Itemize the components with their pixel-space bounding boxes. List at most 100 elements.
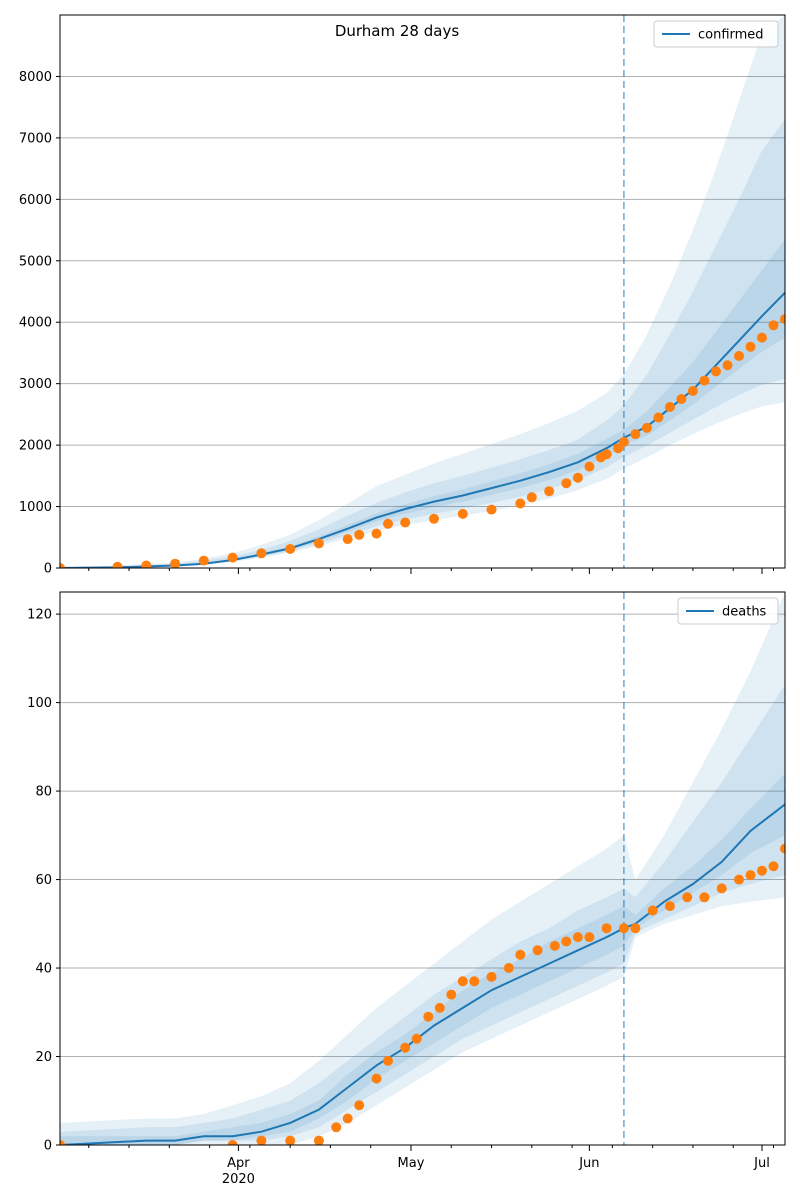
y-tick-label: 40 <box>35 962 52 977</box>
figure-title: Durham 28 days <box>335 22 459 40</box>
observed-point <box>722 360 733 371</box>
observed-point <box>285 544 296 554</box>
observed-point <box>227 552 238 563</box>
observed-point <box>653 412 664 423</box>
observed-point <box>198 555 209 566</box>
y-tick-label: 0 <box>44 1139 52 1154</box>
observed-point <box>768 861 779 872</box>
observed-point <box>601 449 612 460</box>
x-tick-label: May <box>398 1156 425 1171</box>
observed-point <box>383 518 393 529</box>
y-tick-label: 7000 <box>19 131 52 146</box>
y-tick-label: 5000 <box>19 254 52 269</box>
legend: deaths <box>677 597 779 625</box>
observed-point <box>503 963 514 973</box>
observed-point <box>434 1002 445 1013</box>
observed-point <box>457 976 468 987</box>
observed-point <box>486 504 497 515</box>
observed-point <box>515 949 526 960</box>
legend-box <box>677 597 779 625</box>
observed-point <box>780 314 785 325</box>
uncertainty-band-2 <box>60 684 785 1145</box>
observed-point <box>342 534 353 545</box>
observed-point <box>400 1042 411 1053</box>
observed-point <box>60 1140 65 1145</box>
y-tick-label: 6000 <box>19 193 52 208</box>
observed-point <box>647 905 658 916</box>
y-tick-label: 3000 <box>19 377 52 392</box>
observed-point <box>544 486 555 497</box>
observed-point <box>411 1033 422 1044</box>
observed-point <box>532 945 543 956</box>
legend: confirmed <box>653 20 779 48</box>
observed-point <box>60 563 65 568</box>
observed-point <box>711 366 721 377</box>
observed-point <box>429 513 439 524</box>
observed-point <box>256 1135 267 1145</box>
observed-point <box>641 422 652 433</box>
panel-deaths: 0 20 40 60 80 100 120 deaths <box>27 591 786 1154</box>
observed-point <box>757 332 767 343</box>
observed-point <box>549 940 560 951</box>
observed-point <box>687 386 698 396</box>
y-tick-label: 0 <box>44 562 52 577</box>
panel-confirmed: 0 1000 2000 3000 4000 5000 6000 7000 8000 confirm… <box>19 14 786 577</box>
y-tick-label: 4000 <box>19 316 52 331</box>
observed-point <box>716 883 727 894</box>
observed-point <box>664 402 675 412</box>
observed-point <box>354 1100 365 1111</box>
observed-point <box>515 498 526 509</box>
y-tick-label: 8000 <box>19 70 52 85</box>
observed-point <box>486 971 497 982</box>
observed-point <box>141 560 152 568</box>
observed-point <box>734 874 744 885</box>
x-tick-label: Apr <box>227 1156 250 1171</box>
plot-area <box>60 592 785 1145</box>
observed-point <box>227 1140 238 1145</box>
observed-point <box>526 492 537 503</box>
observed-point <box>630 429 641 440</box>
observed-point <box>584 461 595 472</box>
observed-point <box>256 548 267 559</box>
observed-point <box>745 870 756 881</box>
y-tick-label: 120 <box>27 608 52 623</box>
observed-point <box>561 478 572 489</box>
legend-box <box>653 20 779 48</box>
observed-point <box>371 528 382 539</box>
observed-point <box>618 923 629 934</box>
axes-frame <box>59 591 786 1146</box>
observed-point <box>313 1135 324 1145</box>
observed-point <box>457 508 468 519</box>
observed-point <box>699 375 710 386</box>
observed-point <box>682 892 693 903</box>
deaths-line <box>60 803 785 1145</box>
observed-point <box>630 923 641 934</box>
uncertainty-band-3 <box>60 239 785 568</box>
observed-point <box>371 1073 382 1084</box>
observed-point <box>734 351 744 361</box>
x-tick-label: Jun <box>578 1156 599 1171</box>
observed-point <box>561 936 572 947</box>
observed-point <box>170 558 181 568</box>
observed-point <box>676 394 687 404</box>
observed-point <box>618 437 629 447</box>
legend-label: deaths <box>722 605 767 620</box>
observed-point <box>601 923 612 934</box>
axes-frame <box>59 14 786 569</box>
observed-point <box>664 901 675 912</box>
y-tick-label: 2000 <box>19 439 52 454</box>
observed-point <box>572 472 583 483</box>
plot-area <box>60 15 785 568</box>
observed-point <box>757 865 767 876</box>
observed-point <box>446 989 457 1000</box>
y-tick-label: 20 <box>35 1050 52 1065</box>
y-tick-label: 100 <box>27 696 52 711</box>
y-tick-label: 1000 <box>19 500 52 515</box>
observed-point <box>400 517 411 528</box>
x-tick-label: Jul <box>753 1156 770 1171</box>
observed-point <box>780 843 785 854</box>
observed-point <box>768 320 779 331</box>
observed-point <box>584 932 595 943</box>
observed-point <box>745 341 756 352</box>
